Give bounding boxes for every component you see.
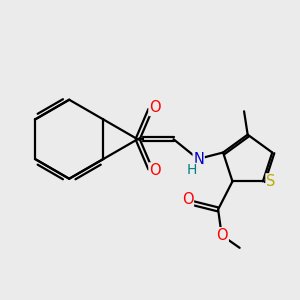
Text: N: N xyxy=(193,152,204,167)
Text: O: O xyxy=(217,228,228,243)
Text: S: S xyxy=(266,174,275,189)
Text: O: O xyxy=(149,100,161,116)
Text: O: O xyxy=(182,192,194,207)
Text: H: H xyxy=(186,164,197,178)
Text: O: O xyxy=(149,163,161,178)
